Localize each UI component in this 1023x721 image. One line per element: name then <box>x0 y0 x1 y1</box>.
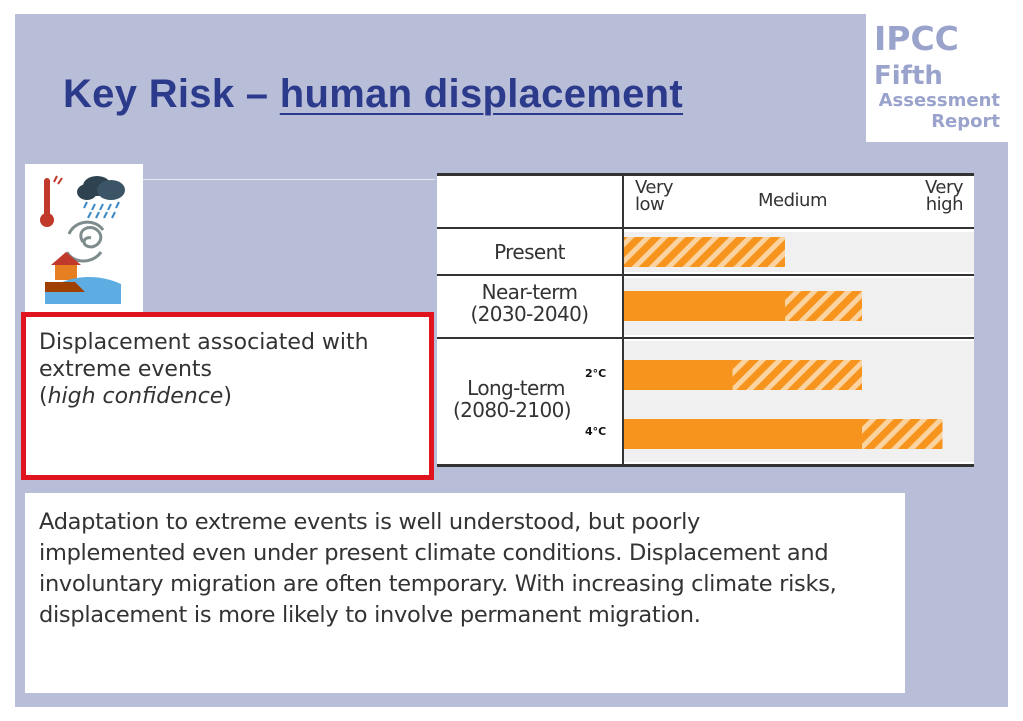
table-top-border <box>437 173 974 176</box>
risk-bar-hatched <box>785 291 862 321</box>
logo-line-4: Report <box>931 111 1000 132</box>
hazard-icons-panel <box>25 164 143 312</box>
rain-cloud-icon <box>77 176 125 219</box>
table-row-border <box>437 337 974 339</box>
thermometer-icon <box>40 175 63 227</box>
scenario-4c: 4°C <box>585 425 607 438</box>
logo-line-1: IPCC <box>874 19 959 58</box>
confidence-level: high confidence <box>47 384 224 409</box>
header-medium: Medium <box>758 190 827 211</box>
paragraph-line-1: Adaptation to extreme events is well und… <box>39 509 701 535</box>
risk-bar-hatched <box>732 360 862 390</box>
risk-bar-solid <box>624 419 862 449</box>
risk-description-text: Displacement associated with extreme eve… <box>39 329 369 410</box>
risk-confidence-line: (high confidence) <box>39 384 232 409</box>
scenario-2c: 2°C <box>585 367 607 380</box>
adaptation-paragraph: Adaptation to extreme events is well und… <box>25 493 905 693</box>
risk-bar-solid <box>624 291 785 321</box>
risk-bar-hatched <box>624 237 785 267</box>
cyclone-icon <box>65 220 105 263</box>
row-period-long-term: (2080-2100) <box>452 398 572 422</box>
table-row-border <box>437 274 974 276</box>
risk-line-1: Displacement associated with <box>39 330 369 355</box>
row-period-near-term: (2030-2040) <box>470 302 589 326</box>
row-label-near-term: Near-term <box>481 280 578 304</box>
risk-line-2: extreme events <box>39 357 212 382</box>
paragraph-line-3: involuntary migration are often temporar… <box>39 571 837 597</box>
header-very-low: Very low <box>635 177 674 215</box>
table-header-border <box>437 227 974 229</box>
header-very-high: Very high <box>924 177 964 215</box>
table-bottom-border <box>437 464 974 467</box>
risk-description-box: Displacement associated with extreme eve… <box>21 312 434 480</box>
title-underlined: human displacement <box>279 72 684 116</box>
paragraph-line-4: displacement is more likely to involve p… <box>39 602 701 628</box>
row-label-long-term: Long-term <box>467 376 565 400</box>
risk-bar-hatched <box>862 419 943 449</box>
risk-bar-solid <box>624 360 733 390</box>
ipcc-logo: IPCC Fifth Assessment Report <box>866 14 1008 142</box>
title-prefix: Key Risk – <box>63 72 280 116</box>
logo-line-3: Assessment <box>878 90 1000 111</box>
flood-house-icon <box>45 252 121 304</box>
risk-level-table: Very low Medium Very high Present Near-t… <box>437 173 974 467</box>
slide-title: Key Risk – human displacement <box>63 72 683 117</box>
risk-bars <box>624 237 943 449</box>
row-label-present: Present <box>494 240 565 264</box>
divider-line <box>142 179 435 180</box>
paragraph-line-2: implemented even under present climate c… <box>39 540 829 566</box>
table-column-divider <box>622 173 624 467</box>
logo-line-2: Fifth <box>874 61 943 91</box>
